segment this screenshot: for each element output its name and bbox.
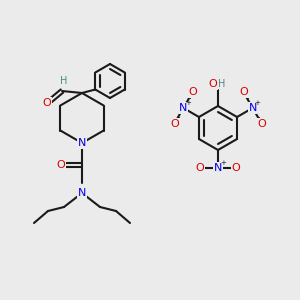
Text: +: + [255,100,261,106]
Text: O: O [188,87,197,98]
Text: O: O [208,79,217,89]
Text: H: H [60,76,68,86]
Text: +: + [185,100,191,106]
Text: O: O [43,98,51,108]
Text: O: O [196,163,204,173]
Text: -: - [256,112,260,122]
Text: +: + [220,160,226,166]
Text: -: - [205,163,209,173]
Text: N: N [78,138,86,148]
Text: N: N [214,163,222,173]
Text: N: N [248,103,257,113]
Text: H: H [218,79,226,89]
Text: O: O [232,163,240,173]
Text: -: - [245,94,249,103]
Text: O: O [239,87,248,98]
Text: O: O [257,118,266,129]
Text: -: - [176,112,180,122]
Text: N: N [179,103,188,113]
Text: N: N [78,188,86,198]
Text: -: - [227,163,231,173]
Text: O: O [57,160,65,170]
Text: O: O [170,118,179,129]
Text: -: - [187,94,190,103]
